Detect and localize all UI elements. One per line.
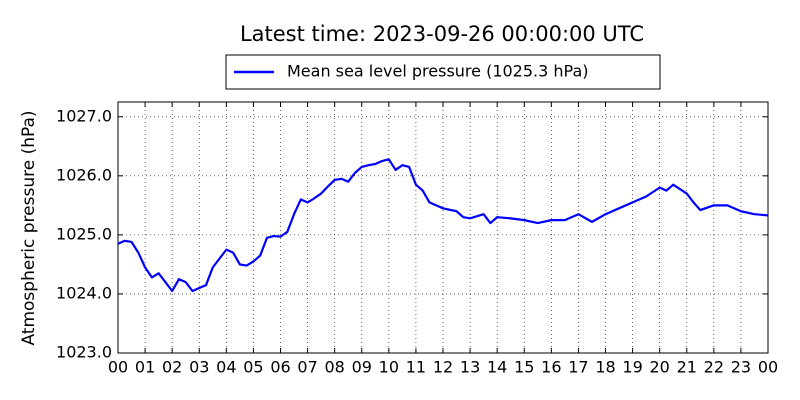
legend-label: Mean sea level pressure (1025.3 hPa): [287, 62, 589, 81]
x-tick-label: 02: [162, 358, 182, 377]
x-tick-label: 13: [460, 358, 480, 377]
x-tick-label: 04: [216, 358, 236, 377]
x-tick-label: 09: [352, 358, 372, 377]
y-tick-label: 1027.0: [56, 106, 112, 125]
x-tick-label: 20: [649, 358, 669, 377]
x-tick-label: 21: [677, 358, 697, 377]
y-axis-label: Atmospheric pressure (hPa): [19, 110, 39, 345]
x-tick-label: 00: [758, 358, 778, 377]
y-tick-label: 1024.0: [56, 283, 112, 302]
x-tick-label: 01: [135, 358, 155, 377]
x-tick-label: 11: [406, 358, 426, 377]
x-tick-label: 16: [541, 358, 561, 377]
x-tick-label: 06: [270, 358, 290, 377]
x-tick-label: 00: [108, 358, 128, 377]
x-tick-label: 19: [622, 358, 642, 377]
y-tick-label: 1023.0: [56, 343, 112, 362]
x-tick-label: 10: [379, 358, 399, 377]
x-tick-label: 15: [514, 358, 534, 377]
y-tick-label: 1026.0: [56, 165, 112, 184]
data-line: [117, 158, 769, 293]
x-tick-label: 22: [704, 358, 724, 377]
x-tick-label: 03: [189, 358, 209, 377]
legend-box: [225, 54, 661, 90]
x-tick-label: 05: [243, 358, 263, 377]
x-tick-label: 08: [324, 358, 344, 377]
y-tick-label: 1025.0: [56, 224, 112, 243]
x-tick-label: 12: [433, 358, 453, 377]
x-tick-label: 14: [487, 358, 507, 377]
plot-frame: [117, 101, 769, 354]
x-tick-label: 23: [731, 358, 751, 377]
x-tick-label: 17: [568, 358, 588, 377]
x-tick-label: 07: [297, 358, 317, 377]
x-tick-label: 18: [595, 358, 615, 377]
chart-title: Latest time: 2023-09-26 00:00:00 UTC: [240, 22, 644, 46]
